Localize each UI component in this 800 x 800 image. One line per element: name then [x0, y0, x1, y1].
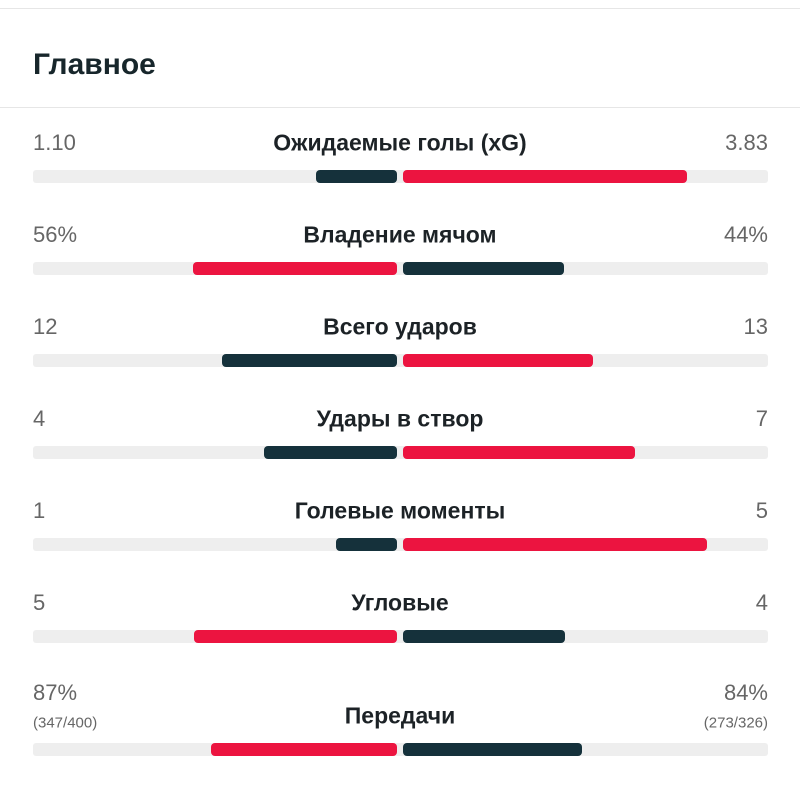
stat-label: Владение мячом [303, 221, 497, 248]
away-bar [403, 743, 583, 756]
away-bar [403, 170, 687, 183]
home-bar [194, 630, 397, 643]
away-value: 3.83 [725, 130, 768, 155]
away-bar [403, 446, 636, 459]
stat-label: Угловые [351, 589, 449, 616]
stat-label: Удары в створ [316, 405, 484, 432]
away-value: 84% [723, 680, 768, 705]
home-value: 12 [33, 314, 58, 339]
stat-label: Голевые моменты [294, 497, 506, 524]
away-value: 7 [755, 406, 768, 431]
home-value: 56% [33, 222, 78, 247]
stat-label: Передачи [344, 702, 456, 729]
home-bar [315, 170, 397, 183]
stat-label: Ожидаемые голы (xG) [273, 129, 527, 156]
stat-label: Всего ударов [323, 313, 477, 340]
away-bar [403, 630, 566, 643]
home-bar [221, 354, 397, 367]
bar-track [33, 446, 768, 459]
away-bar [403, 538, 708, 551]
home-value: 5 [33, 590, 46, 615]
home-detail: (347/400) [33, 714, 98, 732]
away-detail: (273/326) [703, 714, 768, 732]
home-bar [211, 743, 397, 756]
bar-track [33, 743, 768, 756]
away-bar [403, 354, 593, 367]
home-value: 87% [33, 680, 78, 705]
home-value: 1 [33, 498, 46, 523]
top-divider [0, 8, 800, 9]
away-value: 44% [723, 222, 768, 247]
away-value: 5 [755, 498, 768, 523]
bar-track [33, 354, 768, 367]
home-bar [336, 538, 397, 551]
away-bar [403, 262, 564, 275]
bar-track [33, 262, 768, 275]
home-value: 4 [33, 406, 46, 431]
bar-track [33, 630, 768, 643]
header-divider [0, 107, 800, 108]
away-value: 4 [755, 590, 768, 615]
home-bar [264, 446, 397, 459]
away-value: 13 [743, 314, 768, 339]
home-value: 1.10 [33, 130, 76, 155]
section-title: Главное [33, 48, 156, 81]
home-bar [192, 262, 397, 275]
